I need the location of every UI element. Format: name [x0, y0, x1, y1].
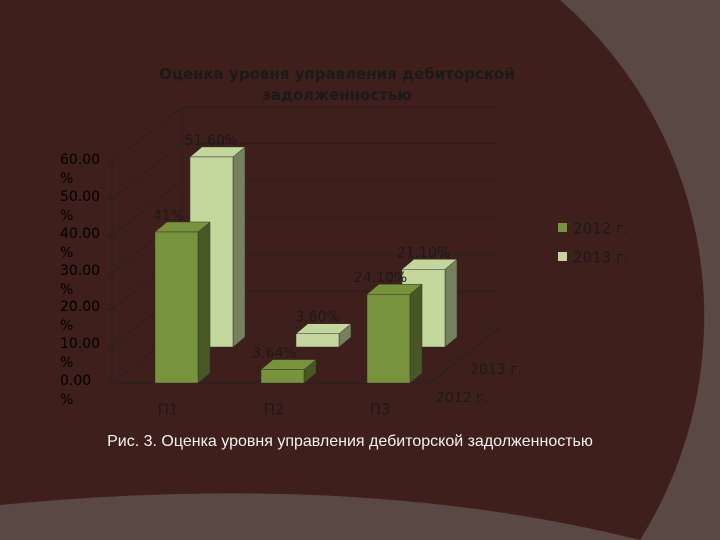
x-tick-label: П2 [264, 401, 285, 419]
y-tick-label: 50.00 % [60, 188, 101, 224]
bar-side [444, 258, 458, 348]
grid-line [111, 143, 500, 200]
bar [154, 231, 199, 384]
y-tick-box: 0.00 % [60, 373, 92, 408]
decor-arc [560, 0, 720, 540]
legend-swatch [558, 252, 567, 261]
y-tick-label: 30.00 % [60, 262, 101, 298]
data-label: 24.10% [354, 270, 407, 286]
y-tick-label: 0.00 % [60, 373, 92, 408]
bar-side [197, 221, 211, 384]
chart-title: Оценка уровня управления дебиторской зад… [159, 65, 515, 104]
data-label: 3.60% [295, 310, 339, 326]
y-tick-box: 30.00 % [60, 262, 101, 298]
grid-line [111, 106, 500, 163]
y-tick-label: 60.00 % [60, 152, 101, 187]
bar [295, 333, 340, 348]
x-tick-label: П1 [158, 401, 179, 419]
y-tick-label: 10.00 % [60, 336, 101, 372]
caption: Рис. 3. Оценка уровня управления дебитор… [107, 433, 593, 450]
y-tick-label: 20.00 % [60, 299, 101, 335]
y-tick-box: 60.00 % [60, 152, 101, 187]
y-tick-label: 40.00 % [60, 225, 101, 261]
y-tick-box: 20.00 % [60, 299, 101, 335]
y-tick-box: 10.00 % [60, 336, 101, 372]
legend-label: 2012 г. [573, 220, 629, 238]
bar-side [409, 283, 423, 384]
y-tick-box: 50.00 % [60, 188, 101, 224]
data-label: 51.60% [185, 133, 238, 149]
grid-line [111, 180, 500, 236]
bar-side [232, 146, 246, 348]
bar [366, 293, 411, 384]
title-box: Оценка уровня управления дебиторской зад… [159, 65, 515, 104]
legend-label: 2013 г. [573, 249, 629, 267]
x-tick-label: П3 [370, 401, 391, 419]
data-label: 41% [153, 208, 184, 224]
data-label: 3.64% [252, 346, 296, 362]
data-label: 21.10% [397, 245, 450, 261]
grid-line [111, 217, 500, 273]
y-tick-box: 40.00 % [60, 225, 101, 261]
depth-label: 2012 г. [436, 390, 488, 406]
legend-swatch [558, 223, 567, 232]
bar [260, 369, 305, 384]
plot: 0.00 %10.00 %20.00 %30.00 %40.00 %50.00 … [60, 106, 629, 419]
depth-label: 2013 г. [470, 362, 522, 378]
decor-bottom [0, 493, 640, 540]
